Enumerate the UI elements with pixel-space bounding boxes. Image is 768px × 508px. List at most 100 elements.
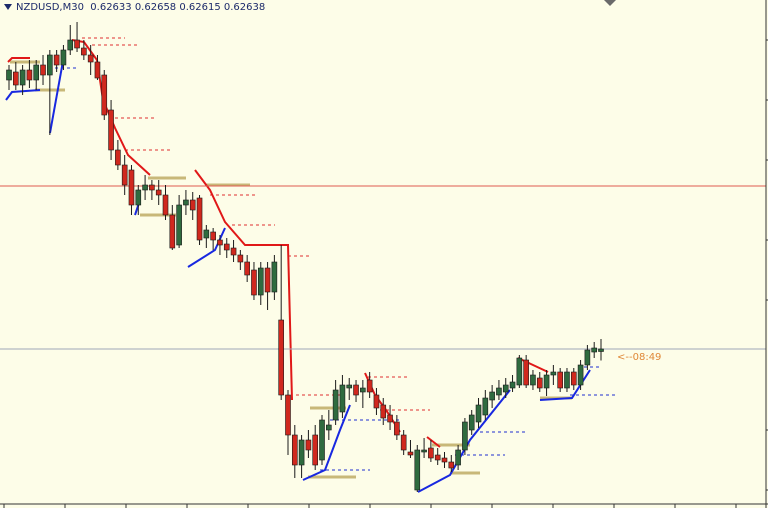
candle-body xyxy=(223,243,230,251)
candle-body xyxy=(570,371,577,386)
candle-body xyxy=(516,357,523,386)
candle-body xyxy=(169,214,176,249)
candle-body xyxy=(536,377,543,389)
candle-body xyxy=(496,387,502,396)
candle-body xyxy=(312,434,319,466)
candle-body xyxy=(394,421,400,436)
candle-body xyxy=(60,49,67,66)
candle-body xyxy=(196,197,203,241)
candle-body xyxy=(339,384,346,413)
candle-body xyxy=(489,391,495,401)
candle-body xyxy=(441,457,448,463)
candle-body xyxy=(462,421,468,451)
candle-body xyxy=(19,69,26,86)
indicator-overlays xyxy=(5,37,615,493)
chart-title: NZDUSD,M30 0.62633 0.62658 0.62615 0.626… xyxy=(16,2,265,13)
shift-marker xyxy=(604,0,616,6)
candle-body xyxy=(584,349,591,366)
candle-body xyxy=(264,267,271,293)
candle-body xyxy=(577,364,584,386)
candle-body xyxy=(598,348,604,352)
candle-body xyxy=(346,384,353,389)
candle-body xyxy=(176,204,182,246)
candle-body xyxy=(428,447,434,459)
menu-icon[interactable] xyxy=(4,4,12,10)
candle-body xyxy=(142,184,148,191)
candle-body xyxy=(530,374,536,386)
candle-body xyxy=(6,69,12,81)
candle-body xyxy=(366,379,373,393)
candle-body xyxy=(482,397,489,416)
levels xyxy=(0,185,766,350)
candle-body xyxy=(81,47,87,56)
candle-body xyxy=(468,414,475,431)
candle-body xyxy=(291,434,298,466)
candle-body xyxy=(319,419,325,461)
candle-body xyxy=(210,231,216,241)
candle-body xyxy=(326,424,332,431)
candle-body xyxy=(162,194,169,216)
candle-body xyxy=(298,439,305,466)
candle-body xyxy=(53,54,60,66)
candle-body xyxy=(67,39,74,51)
candle-body xyxy=(149,184,155,191)
candle-body xyxy=(278,319,284,396)
candle-body xyxy=(550,371,557,376)
candle-body xyxy=(74,39,80,49)
candle-body xyxy=(237,254,244,263)
candle-body xyxy=(400,434,407,451)
candle-body xyxy=(407,451,414,456)
candle-body xyxy=(557,371,563,389)
candle-body xyxy=(373,394,380,409)
candle-body xyxy=(564,371,570,389)
candle-body xyxy=(94,61,101,79)
candle-body xyxy=(33,64,40,81)
candle-body xyxy=(285,394,291,436)
candle-body xyxy=(217,239,223,246)
candle-body xyxy=(271,261,278,293)
candle-body xyxy=(189,199,196,211)
candle-body xyxy=(380,404,387,419)
support-dashes xyxy=(55,67,615,471)
candle-body xyxy=(230,247,237,256)
candle-body xyxy=(87,54,94,63)
candle-body xyxy=(203,229,210,239)
candle-body xyxy=(448,461,455,469)
candle-body xyxy=(360,387,366,393)
candle-body xyxy=(101,74,108,116)
candle-body xyxy=(475,404,482,423)
candle-body xyxy=(502,384,509,393)
candle-body xyxy=(128,169,135,206)
candle-body xyxy=(135,189,142,206)
candle-body xyxy=(183,199,189,206)
candle-body xyxy=(332,389,339,421)
candle-body xyxy=(543,374,550,389)
candle-body xyxy=(257,267,264,296)
candle-body xyxy=(251,269,257,296)
candle-body xyxy=(155,189,162,196)
candle-body xyxy=(115,149,121,166)
candle-body xyxy=(108,109,114,151)
candle-body xyxy=(121,164,128,186)
candles xyxy=(6,22,604,492)
candle-body xyxy=(26,69,33,81)
candle-body xyxy=(40,64,46,76)
candle-body xyxy=(244,261,250,276)
candle-body xyxy=(421,449,427,453)
candle-body xyxy=(13,71,19,86)
candle-body xyxy=(47,54,53,76)
candle-body xyxy=(387,414,393,423)
candle-body xyxy=(414,449,421,491)
candle-body xyxy=(523,359,529,386)
candle-body xyxy=(434,454,441,461)
candle-body xyxy=(305,439,312,451)
candle-body xyxy=(353,384,359,396)
candle-body xyxy=(455,449,461,466)
resistance-dashes xyxy=(82,37,430,411)
candle-body xyxy=(509,381,516,389)
bar-countdown: <--08:49 xyxy=(617,352,661,363)
